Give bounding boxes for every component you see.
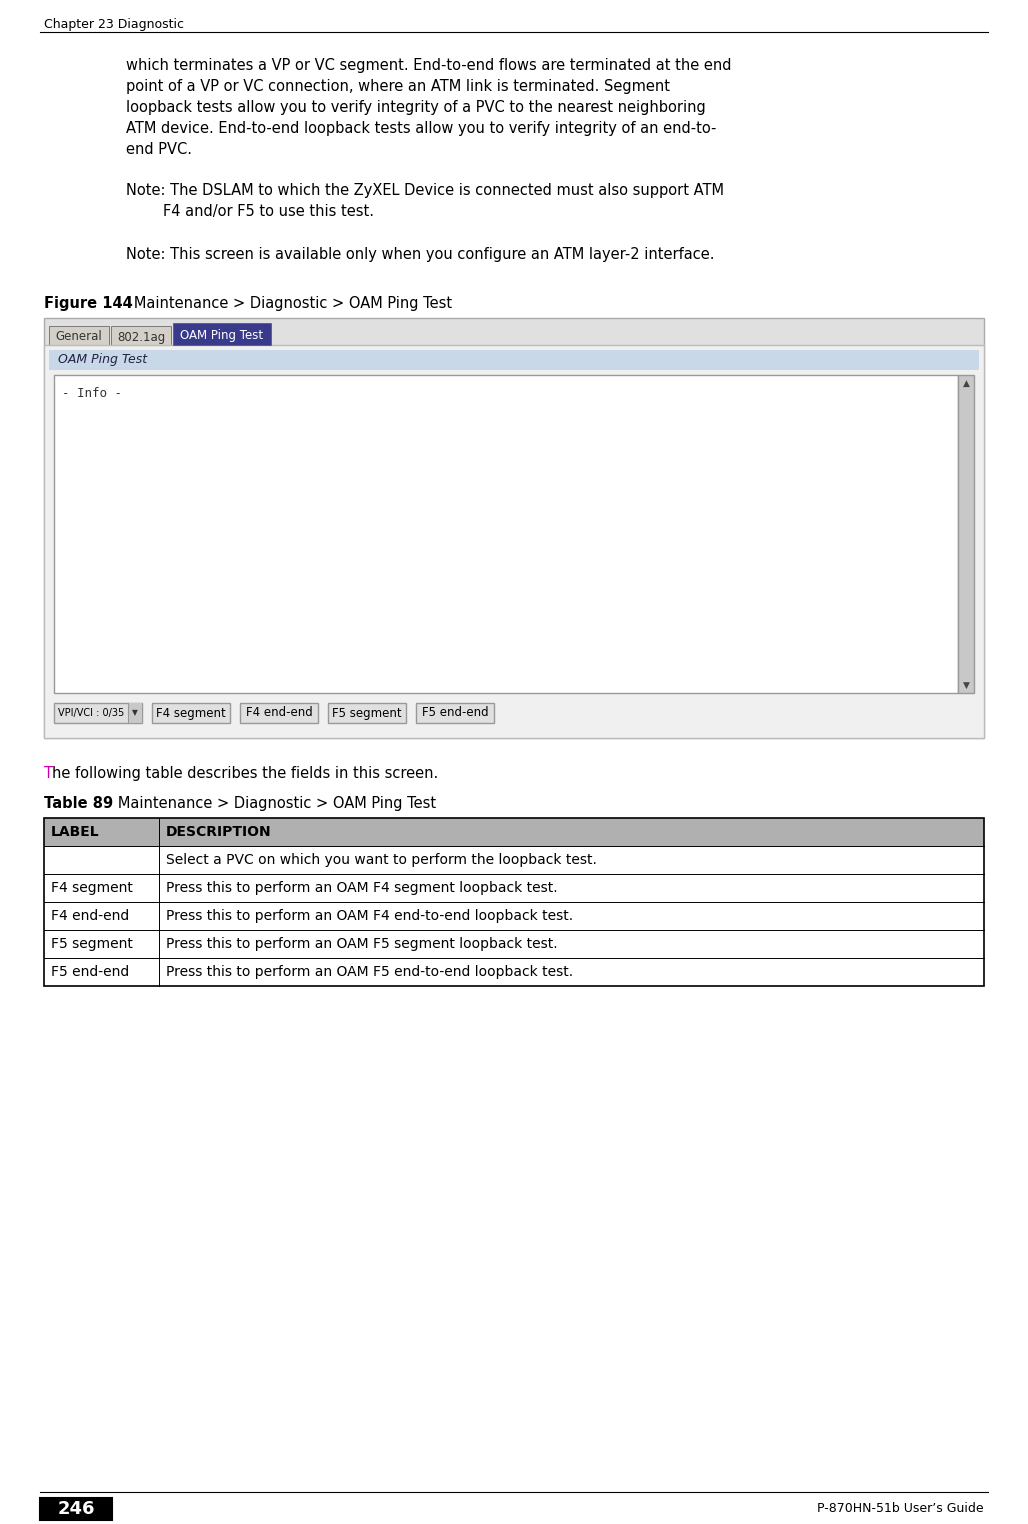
Bar xyxy=(44,930,984,959)
Text: Press this to perform an OAM F4 segment loopback test.: Press this to perform an OAM F4 segment … xyxy=(166,881,557,895)
Text: F5 segment: F5 segment xyxy=(51,937,133,951)
Bar xyxy=(40,1498,112,1519)
Bar xyxy=(44,344,984,738)
Text: end PVC.: end PVC. xyxy=(126,142,192,157)
Text: F4 segment: F4 segment xyxy=(156,707,226,719)
Bar xyxy=(44,818,984,846)
Text: F4 and/or F5 to use this test.: F4 and/or F5 to use this test. xyxy=(126,204,374,219)
Text: Table 89: Table 89 xyxy=(44,796,113,811)
Text: LABEL: LABEL xyxy=(51,824,100,840)
Text: point of a VP or VC connection, where an ATM link is terminated. Segment: point of a VP or VC connection, where an… xyxy=(126,79,670,94)
Text: - Info -: - Info - xyxy=(62,387,122,399)
Text: F4 segment: F4 segment xyxy=(51,881,133,895)
Bar xyxy=(152,703,230,722)
Text: which terminates a VP or VC segment. End-to-end flows are terminated at the end: which terminates a VP or VC segment. End… xyxy=(126,58,732,73)
Bar xyxy=(958,375,974,693)
Bar xyxy=(54,703,142,722)
Text: Press this to perform an OAM F4 end-to-end loopback test.: Press this to perform an OAM F4 end-to-e… xyxy=(166,908,574,924)
Text: OAM Ping Test: OAM Ping Test xyxy=(181,329,263,341)
Text: 246: 246 xyxy=(58,1500,95,1518)
Text: F5 end-end: F5 end-end xyxy=(421,707,488,719)
Bar xyxy=(44,902,984,930)
Text: VPI/VCI : 0/35: VPI/VCI : 0/35 xyxy=(58,709,124,718)
Text: Press this to perform an OAM F5 end-to-end loopback test.: Press this to perform an OAM F5 end-to-e… xyxy=(166,965,574,978)
Text: F5 end-end: F5 end-end xyxy=(51,965,130,978)
Bar xyxy=(128,703,142,722)
Text: 802.1ag: 802.1ag xyxy=(117,331,166,343)
Text: Select a PVC on which you want to perform the loopback test.: Select a PVC on which you want to perfor… xyxy=(166,853,597,867)
Text: Figure 144: Figure 144 xyxy=(44,296,133,311)
Text: Press this to perform an OAM F5 segment loopback test.: Press this to perform an OAM F5 segment … xyxy=(166,937,557,951)
Bar xyxy=(44,873,984,902)
Text: P-870HN-51b User’s Guide: P-870HN-51b User’s Guide xyxy=(817,1503,984,1515)
Text: Note: The DSLAM to which the ZyXEL Device is connected must also support ATM: Note: The DSLAM to which the ZyXEL Devic… xyxy=(126,183,724,198)
Text: F4 end-end: F4 end-end xyxy=(246,707,313,719)
Bar xyxy=(49,351,979,370)
Bar xyxy=(44,818,984,986)
Bar xyxy=(44,959,984,986)
Text: F5 segment: F5 segment xyxy=(332,707,402,719)
Bar xyxy=(49,326,109,344)
Text: Note: This screen is available only when you configure an ATM layer-2 interface.: Note: This screen is available only when… xyxy=(126,247,714,262)
Text: F4 end-end: F4 end-end xyxy=(51,908,130,924)
Bar xyxy=(328,703,406,722)
Text: Maintenance > Diagnostic > OAM Ping Test: Maintenance > Diagnostic > OAM Ping Test xyxy=(104,796,436,811)
Text: Maintenance > Diagnostic > OAM Ping Test: Maintenance > Diagnostic > OAM Ping Test xyxy=(120,296,452,311)
Text: ▲: ▲ xyxy=(962,378,969,387)
Bar xyxy=(416,703,494,722)
Text: T: T xyxy=(44,767,53,780)
Text: OAM Ping Test: OAM Ping Test xyxy=(58,354,147,366)
Text: loopback tests allow you to verify integrity of a PVC to the nearest neighboring: loopback tests allow you to verify integ… xyxy=(126,101,706,114)
Text: General: General xyxy=(56,331,103,343)
Text: DESCRIPTION: DESCRIPTION xyxy=(166,824,271,840)
Bar xyxy=(173,323,271,344)
Bar xyxy=(111,326,171,344)
Text: he following table describes the fields in this screen.: he following table describes the fields … xyxy=(52,767,438,780)
Text: ▼: ▼ xyxy=(962,681,969,689)
Text: Chapter 23 Diagnostic: Chapter 23 Diagnostic xyxy=(44,18,184,30)
Bar xyxy=(44,319,984,738)
Bar xyxy=(240,703,318,722)
Bar xyxy=(44,846,984,873)
Text: ▼: ▼ xyxy=(132,709,138,718)
Bar xyxy=(54,375,958,693)
Text: ATM device. End-to-end loopback tests allow you to verify integrity of an end-to: ATM device. End-to-end loopback tests al… xyxy=(126,120,717,136)
Bar xyxy=(44,344,984,738)
